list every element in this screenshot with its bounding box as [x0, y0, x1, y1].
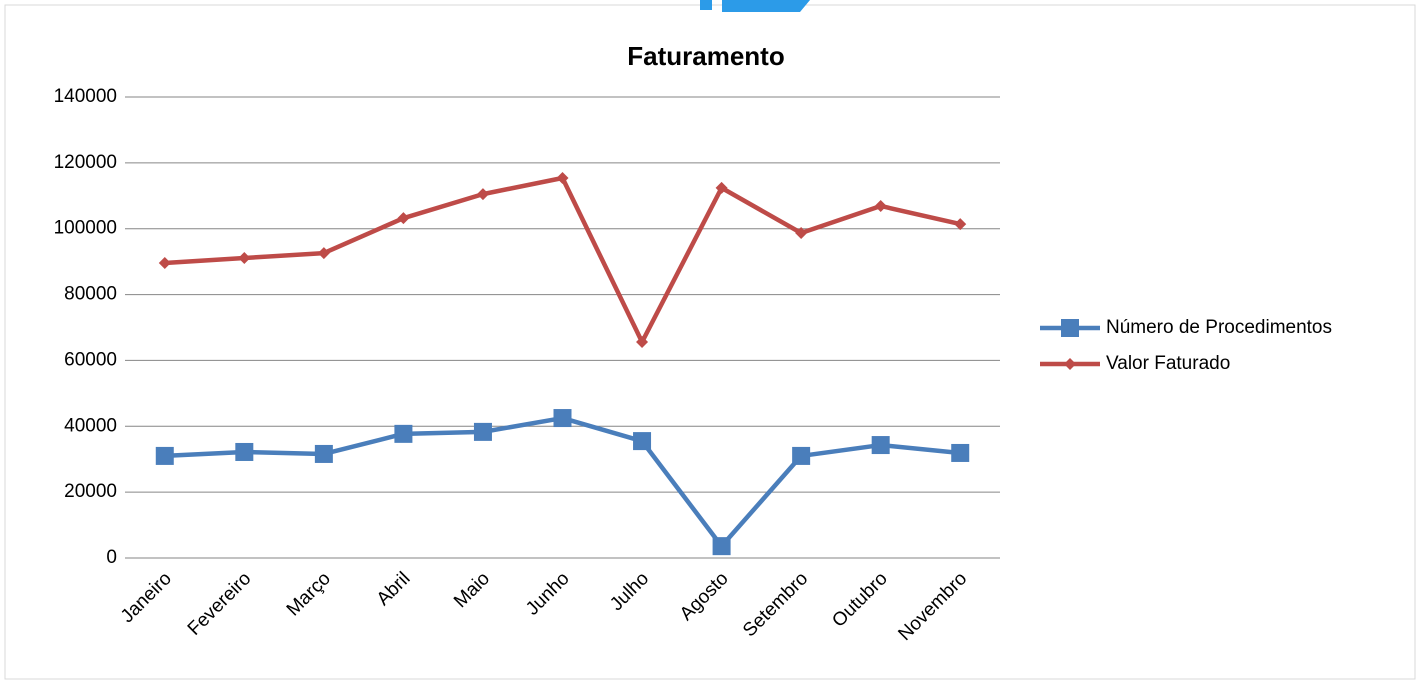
marker: [473, 422, 492, 441]
y-tick-label: 140000: [54, 86, 117, 107]
marker: [1061, 319, 1079, 337]
marker: [792, 446, 811, 465]
marker: [155, 446, 174, 465]
marker: [712, 537, 731, 556]
marker: [795, 226, 808, 239]
marker: [314, 444, 333, 463]
marker: [394, 424, 413, 443]
marker: [553, 409, 572, 428]
y-tick-label: 120000: [54, 152, 117, 173]
marker: [954, 218, 967, 231]
y-tick-label: 60000: [64, 349, 117, 370]
marker: [235, 442, 254, 461]
y-tick-label: 80000: [64, 284, 117, 305]
marker: [636, 335, 649, 348]
marker: [397, 212, 410, 225]
legend-label: Valor Faturado: [1106, 353, 1230, 374]
marker: [715, 181, 728, 194]
logo-fragment: [700, 0, 810, 12]
marker: [238, 252, 251, 265]
marker: [871, 436, 890, 455]
marker: [874, 199, 887, 212]
marker: [556, 172, 569, 185]
y-tick-label: 40000: [64, 415, 117, 436]
marker: [158, 256, 171, 269]
marker: [476, 188, 489, 201]
y-tick-label: 100000: [54, 218, 117, 239]
chart-border: [4, 4, 1416, 680]
marker: [317, 247, 330, 260]
marker: [1064, 358, 1076, 370]
chart-title: Faturamento: [627, 41, 784, 71]
marker: [633, 432, 652, 451]
y-tick-label: 0: [106, 547, 117, 568]
legend-label: Número de Procedimentos: [1106, 317, 1332, 338]
y-tick-label: 20000: [64, 481, 117, 502]
marker: [951, 443, 970, 462]
